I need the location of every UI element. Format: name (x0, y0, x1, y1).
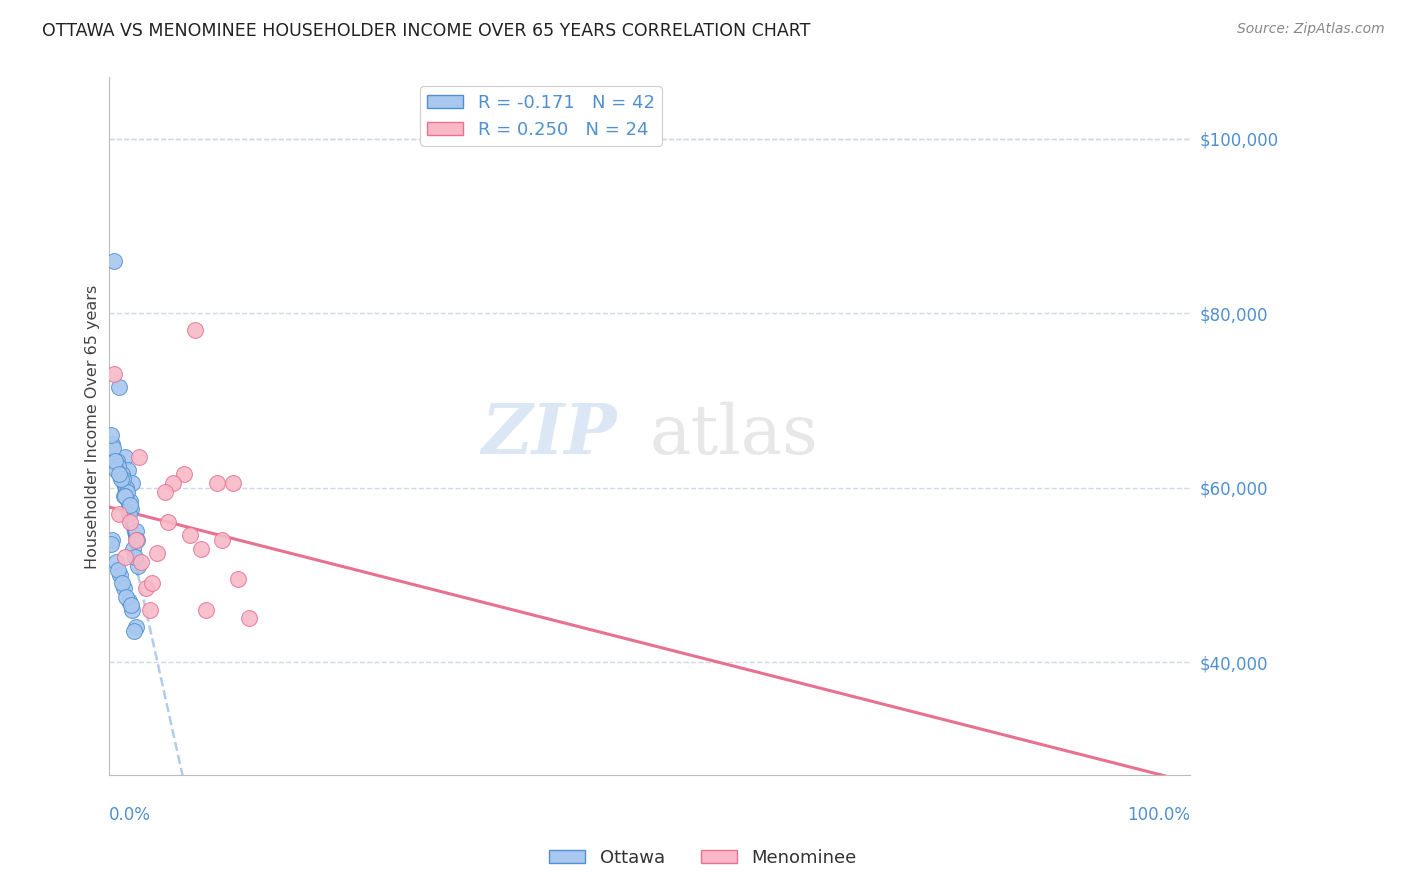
Point (103, 253, 125, 268)
Point (222, 476, 245, 491)
Point (115, 481, 138, 495)
Point (115, 590, 138, 604)
Point (120, 502, 142, 516)
Point (205, 476, 228, 491)
Point (111, 576, 134, 591)
Point (162, 476, 184, 491)
Point (184, 323, 207, 337)
Point (112, 581, 135, 595)
Point (108, 380, 131, 394)
Point (228, 572, 250, 586)
Point (124, 533, 146, 547)
Point (117, 594, 139, 608)
Point (103, 367, 125, 381)
Point (114, 489, 136, 503)
Point (190, 541, 212, 556)
Y-axis label: Householder Income Over 65 years: Householder Income Over 65 years (86, 285, 100, 568)
Point (120, 599, 142, 613)
Point (153, 484, 176, 499)
Point (110, 472, 132, 486)
Point (100, 428, 122, 442)
Point (108, 507, 131, 521)
Point (138, 602, 160, 616)
Point (112, 489, 135, 503)
Point (118, 507, 141, 521)
Point (135, 581, 157, 595)
Text: ZIP: ZIP (481, 401, 617, 469)
Text: Source: ZipAtlas.com: Source: ZipAtlas.com (1237, 22, 1385, 37)
Point (105, 463, 128, 477)
Point (108, 567, 131, 582)
Point (121, 602, 143, 616)
Point (127, 559, 149, 574)
Point (108, 467, 131, 482)
Point (121, 476, 143, 491)
Point (157, 516, 180, 530)
Point (173, 467, 195, 482)
Text: atlas: atlas (650, 402, 818, 468)
Point (101, 442, 124, 456)
Point (238, 611, 260, 625)
Point (105, 454, 128, 468)
Point (107, 458, 129, 473)
Point (128, 450, 150, 464)
Point (104, 555, 127, 569)
Point (129, 555, 152, 569)
Point (179, 528, 201, 542)
Text: 100.0%: 100.0% (1126, 806, 1189, 824)
Text: OTTAWA VS MENOMINEE HOUSEHOLDER INCOME OVER 65 YEARS CORRELATION CHART: OTTAWA VS MENOMINEE HOUSEHOLDER INCOME O… (42, 22, 810, 40)
Text: 0.0%: 0.0% (108, 806, 150, 824)
Point (194, 602, 217, 616)
Point (101, 533, 124, 547)
Point (122, 624, 145, 639)
Point (146, 546, 169, 560)
Point (141, 576, 163, 591)
Point (120, 493, 142, 508)
Legend: Ottawa, Menominee: Ottawa, Menominee (541, 842, 865, 874)
Point (110, 467, 132, 482)
Point (120, 516, 142, 530)
Point (117, 463, 139, 477)
Point (111, 472, 134, 486)
Point (115, 484, 138, 499)
Point (120, 498, 142, 512)
Point (100, 537, 122, 551)
Point (125, 533, 148, 547)
Point (211, 533, 233, 547)
Point (122, 541, 145, 556)
Point (114, 450, 136, 464)
Point (114, 550, 136, 565)
Point (124, 550, 146, 565)
Point (107, 563, 129, 577)
Point (125, 620, 148, 634)
Legend: R = -0.171   N = 42, R = 0.250   N = 24: R = -0.171 N = 42, R = 0.250 N = 24 (420, 87, 662, 146)
Point (101, 437, 124, 451)
Point (124, 524, 146, 538)
Point (104, 454, 127, 468)
